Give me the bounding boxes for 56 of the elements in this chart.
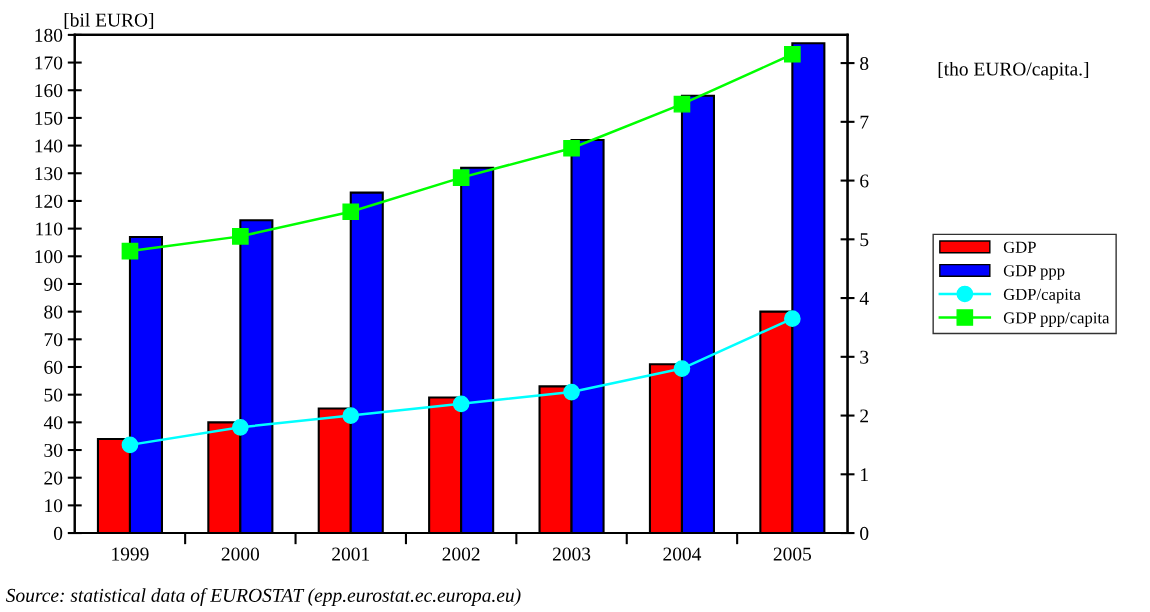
- y2-tick-label: 2: [860, 409, 869, 423]
- y-tick-label: 30: [44, 443, 63, 457]
- y-tick-label: 130: [35, 167, 63, 181]
- y2-tick-label: 0: [860, 526, 869, 540]
- y2-tick-label: 6: [860, 174, 869, 188]
- point: [784, 45, 801, 63]
- point: [673, 360, 691, 377]
- legend-label: GDP/capita: [1003, 288, 1081, 304]
- y2-tick-label: 8: [860, 56, 869, 71]
- point: [563, 383, 580, 401]
- y-tick-label: 160: [35, 84, 63, 98]
- y-tick-label: 50: [44, 388, 63, 402]
- legend-label: GDP: [1003, 241, 1036, 253]
- y-tick-label: 150: [35, 111, 63, 125]
- point: [452, 395, 470, 413]
- y-axis-title: [bil EURO]: [64, 12, 154, 30]
- y-tick-label: 0: [53, 526, 63, 540]
- y-tick-label: 180: [35, 28, 63, 42]
- x-tick-label: 1999: [112, 547, 149, 561]
- y2-axis-title: [tho EURO/capita.]: [938, 61, 1089, 80]
- point: [342, 407, 360, 424]
- point: [232, 228, 249, 245]
- y2-tick-label: 3: [860, 350, 869, 364]
- point: [121, 242, 139, 260]
- x-tick-label: 2004: [663, 547, 702, 561]
- x-tick-label: 2003: [552, 547, 591, 561]
- y-tick-label: 60: [44, 360, 63, 374]
- y2-tick-label: 1: [861, 468, 868, 482]
- y2-tick-label: 5: [860, 233, 869, 247]
- point: [452, 169, 470, 186]
- legend-label: GDP ppp: [1003, 265, 1065, 280]
- y-tick-label: 90: [44, 277, 63, 291]
- point: [784, 310, 801, 327]
- y-tick-label: 110: [36, 222, 63, 236]
- x-tick-label: 2000: [221, 547, 260, 561]
- source-note: Source: statistical data of EUROSTAT (epp.eurostat.ec.europa.eu): [5, 588, 521, 606]
- y-tick-label: 40: [43, 416, 63, 430]
- x-tick-label: 2001: [332, 547, 370, 561]
- y-tick-label: 20: [44, 471, 63, 485]
- point: [232, 418, 249, 436]
- point: [121, 436, 139, 454]
- y-tick-label: 100: [35, 250, 63, 264]
- point: [342, 203, 360, 221]
- legend-label: GDP ppp/capita: [1003, 312, 1110, 327]
- point: [673, 95, 691, 113]
- y-tick-label: 10: [45, 499, 63, 513]
- y2-tick-label: 7: [860, 115, 869, 129]
- point: [563, 139, 580, 157]
- y-tick-label: 170: [35, 56, 63, 70]
- y-tick-label: 70: [44, 333, 63, 347]
- x-tick-label: 2005: [773, 547, 812, 561]
- y2-tick-label: 4: [859, 292, 869, 305]
- y-tick-label: 120: [35, 194, 63, 208]
- x-tick-label: 2002: [442, 547, 480, 561]
- y-tick-label: 80: [44, 305, 63, 319]
- y-tick-label: 140: [35, 139, 63, 153]
